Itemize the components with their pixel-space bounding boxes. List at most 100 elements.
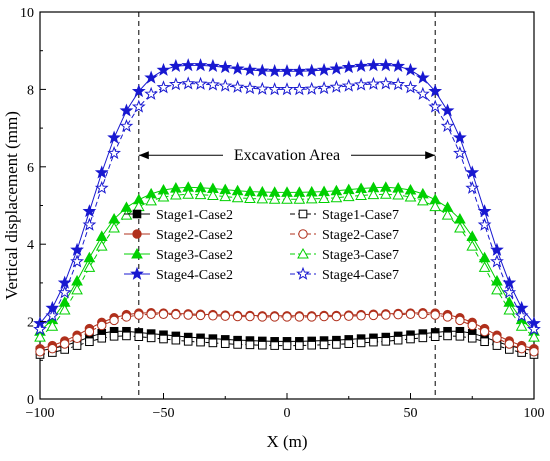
data-point xyxy=(366,76,381,90)
data-point xyxy=(455,315,465,326)
data-point xyxy=(403,80,418,94)
data-point xyxy=(404,190,417,202)
data-point xyxy=(354,58,368,73)
excavation-area-label: Excavation Area xyxy=(234,147,340,164)
data-point xyxy=(120,209,133,220)
data-point xyxy=(72,333,82,343)
data-point xyxy=(281,193,293,204)
legend-label: Stage4-Case7 xyxy=(322,268,399,283)
data-point xyxy=(440,118,455,133)
data-point xyxy=(245,340,255,350)
data-point xyxy=(366,58,381,72)
x-tick-label: −50 xyxy=(153,406,175,421)
data-point xyxy=(170,189,182,200)
data-point xyxy=(307,340,316,350)
data-point xyxy=(455,332,465,341)
data-point xyxy=(171,335,181,345)
x-tick-label: −100 xyxy=(26,406,55,421)
y-tick-label: 8 xyxy=(27,83,34,98)
data-point xyxy=(146,309,156,319)
data-point xyxy=(34,331,46,342)
data-point xyxy=(295,341,304,350)
data-point xyxy=(255,63,270,77)
legend-marker xyxy=(132,229,142,239)
data-point xyxy=(270,341,279,350)
data-point xyxy=(453,146,467,160)
data-point xyxy=(292,63,307,78)
legend-entry-stage1-case2: Stage1-Case2 xyxy=(124,208,233,223)
legend-marker xyxy=(130,266,144,280)
y-tick-label: 2 xyxy=(27,316,34,331)
data-point xyxy=(35,347,45,357)
data-point xyxy=(381,310,391,320)
legend-label: Stage2-Case2 xyxy=(156,228,233,243)
data-point xyxy=(528,331,540,342)
data-point xyxy=(144,70,159,84)
legend-marker xyxy=(296,266,310,280)
data-point xyxy=(82,217,97,231)
data-point xyxy=(181,58,196,72)
data-point xyxy=(244,192,256,204)
data-point xyxy=(232,311,243,322)
y-axis-title: Vertical displacement (mm) xyxy=(2,111,21,300)
data-point xyxy=(193,58,208,72)
data-point xyxy=(245,311,255,322)
data-point xyxy=(45,308,60,322)
data-point xyxy=(368,310,379,321)
data-point xyxy=(490,254,504,268)
data-point xyxy=(516,343,527,354)
data-point xyxy=(33,322,47,336)
series-layer xyxy=(33,58,541,359)
series-line-stage4-case7 xyxy=(39,83,535,330)
legend-label: Stage2-Case7 xyxy=(322,228,399,243)
legend-label: Stage3-Case7 xyxy=(322,248,399,263)
data-point xyxy=(478,261,491,272)
data-point xyxy=(393,309,403,320)
data-point xyxy=(342,190,355,202)
data-point xyxy=(267,63,282,78)
data-point xyxy=(415,70,430,84)
data-point xyxy=(134,310,144,320)
legend-entry-stage4-case7: Stage4-Case7 xyxy=(290,266,399,283)
data-point xyxy=(183,337,193,346)
data-point xyxy=(94,165,109,179)
legend-label: Stage1-Case7 xyxy=(322,208,399,223)
data-point xyxy=(282,312,292,322)
data-point xyxy=(208,338,218,348)
data-point xyxy=(292,82,307,96)
data-point xyxy=(206,77,220,91)
data-point xyxy=(109,332,119,341)
data-point xyxy=(344,311,354,321)
data-point xyxy=(405,309,416,319)
data-point xyxy=(453,130,467,144)
data-point xyxy=(108,221,120,233)
data-point xyxy=(144,86,159,100)
data-point xyxy=(47,343,58,354)
data-point xyxy=(58,303,71,315)
excavation-arrow-right-head xyxy=(425,151,436,160)
data-point xyxy=(145,194,157,206)
data-point xyxy=(267,82,282,96)
data-point xyxy=(356,338,366,348)
data-point xyxy=(193,76,208,90)
data-point xyxy=(119,103,134,117)
data-point xyxy=(492,333,502,343)
data-point xyxy=(331,311,342,322)
data-point xyxy=(230,61,245,75)
data-point xyxy=(159,334,168,344)
data-point xyxy=(131,84,146,98)
data-point xyxy=(269,312,280,322)
data-point xyxy=(95,240,108,251)
data-point xyxy=(417,194,429,206)
data-point xyxy=(57,285,72,299)
data-point xyxy=(218,60,233,74)
legend-entry-stage3-case2: Stage3-Case2 xyxy=(124,247,233,263)
data-point xyxy=(379,188,392,199)
data-point xyxy=(82,204,97,218)
data-point xyxy=(94,180,109,194)
data-point xyxy=(85,337,94,347)
data-point xyxy=(134,332,144,341)
data-point xyxy=(356,311,366,321)
data-point xyxy=(171,309,181,320)
